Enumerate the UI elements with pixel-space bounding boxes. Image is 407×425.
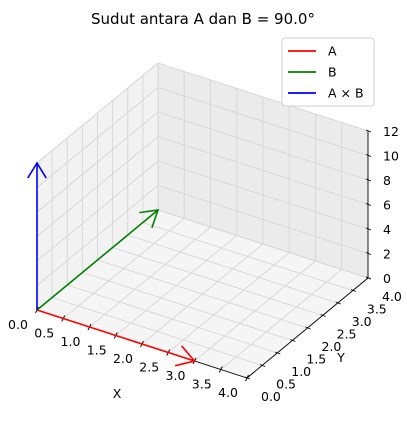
series-arrow-2 [36,209,160,311]
z-tick-label: 0 [383,271,391,286]
gridline-z-back [157,185,369,254]
gridline-z-back [157,209,369,279]
series-arrow-3 [27,161,47,310]
gridline-z-back [157,62,369,132]
gridline-z-side [36,136,159,237]
y-tick-mark [305,326,311,330]
x-tick-label: 2.0 [113,351,133,366]
z-tick-mark [365,129,372,133]
y-tick-label: 1.5 [306,352,326,367]
y-tick-mark [320,314,326,317]
y-tick-mark [290,339,296,342]
z-tick-mark [365,276,372,280]
gridline-z-back [157,87,369,156]
gridline-z-back [157,136,369,205]
gridline-y-floor [51,297,263,366]
y-tick-label: 3.0 [352,314,372,329]
y-tick-label: 2.5 [337,327,357,342]
z-tick-mark [365,178,372,182]
z-tick-label: 10 [383,149,399,164]
x-tick-label: 0.0 [8,317,28,332]
legend-box [281,37,375,107]
y-tick-label: 0.5 [276,377,296,392]
y-tick-label: 4.0 [382,289,402,304]
y-tick-label: 3.5 [367,302,387,317]
gridline-y-floor [97,259,308,329]
gridlines [36,62,369,379]
z-tick-label: 12 [383,124,399,139]
z-tick-mark [365,227,372,231]
y-tick-mark [335,301,341,305]
z-tick-label: 2 [383,247,391,262]
y-tick-mark [259,364,266,367]
gridline-z-side [36,160,159,262]
legend: AB A × B [281,37,375,107]
z-tick-mark [365,252,372,255]
gridline-y-floor [127,234,338,304]
x-tick-label: 4.0 [218,385,238,400]
z-tick-label: 6 [383,198,391,213]
y-tick-label: 2.0 [322,339,342,354]
x-tick-label: 0.5 [34,326,54,341]
gridline-z-back [157,111,369,181]
gridline-y-floor [112,247,323,316]
gridline-z-side [36,62,159,164]
legend-label-2: B [328,65,337,80]
gridline-z-side [36,111,159,213]
x-tick-label: 2.5 [139,360,159,375]
y-axis-label: Y [336,350,345,365]
x-tick-label: 3.0 [166,368,186,383]
y-tick-mark [350,289,357,292]
gridline-y-floor [82,272,293,341]
axes: 0.00.51.01.52.02.53.03.54.0 0.00.51.01.52… [8,124,402,404]
z-tick-mark [365,203,372,206]
gridline-z-side [36,87,159,188]
y-tick-mark [244,376,251,380]
chart-title: Sudut antara A dan B = 90.0° [91,10,315,28]
gridline-y-floor [142,222,354,291]
x-axis-label: X [113,386,122,401]
series-arrow-1 [36,309,196,367]
y-tick-label: 0.0 [261,389,281,404]
z-tick-mark [365,154,372,157]
x-tick-label: 1.0 [61,334,81,349]
y-tick-label: 1.0 [291,364,311,379]
gridline-z-back [157,160,369,230]
gridline-z-side [36,185,159,286]
series-group [27,161,196,367]
z-tick-label: 4 [383,222,391,237]
gridline-y-floor [67,284,278,354]
z-tick-label: 8 [383,173,391,188]
x-tick-label: 1.5 [87,343,107,358]
x-tick-label: 3.5 [192,377,212,392]
legend-label-3: A × B [328,86,364,101]
y-tick-mark [275,351,281,355]
legend-label-1: A [328,44,337,59]
x-tick-mark [218,366,223,373]
